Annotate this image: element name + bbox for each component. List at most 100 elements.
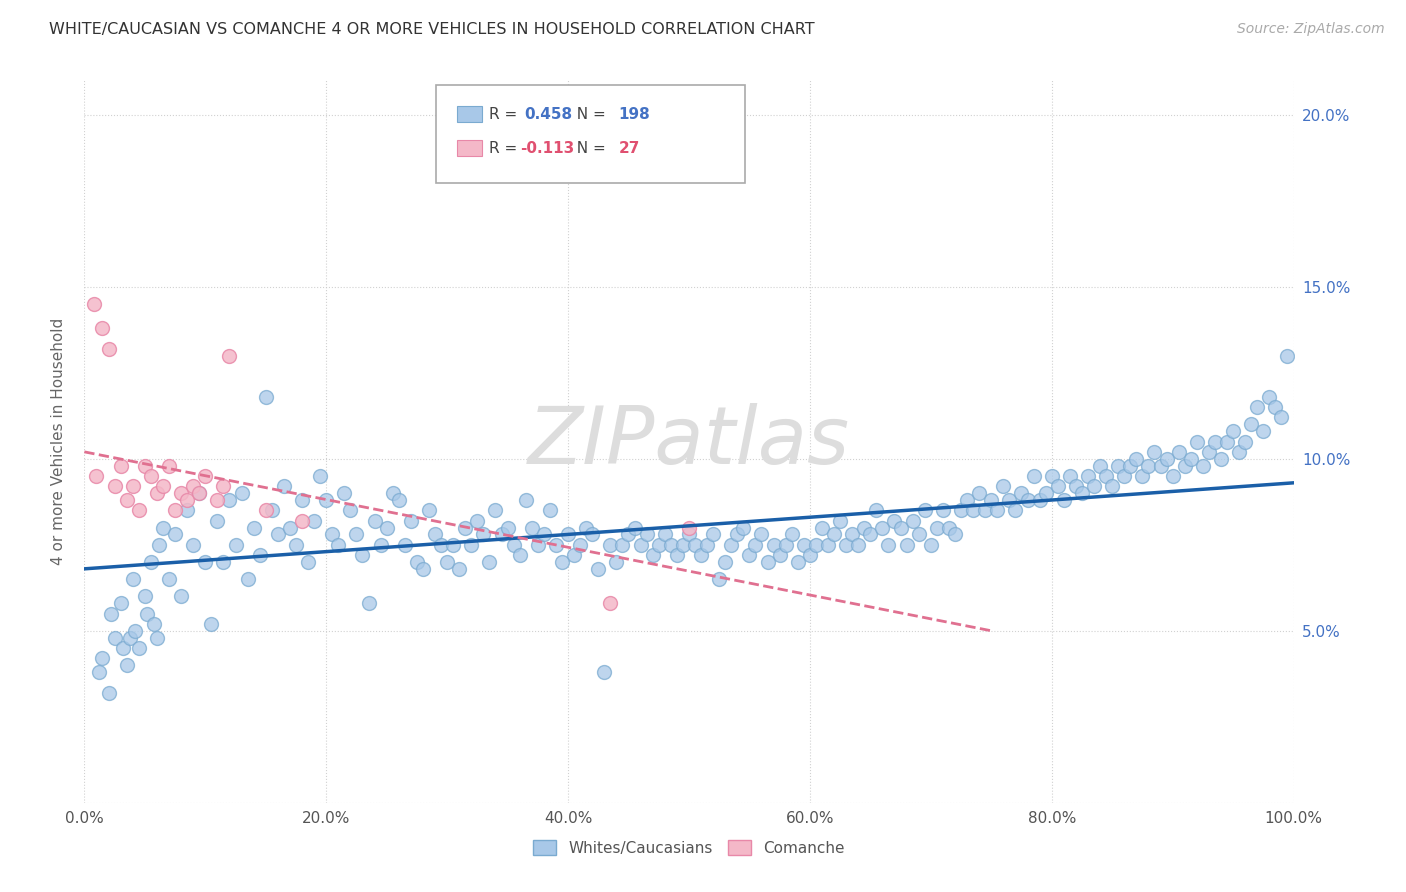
Point: [225, 538, 247, 552]
Point: [152, 520, 174, 534]
Point: [1022, 469, 1045, 483]
Point: [890, 520, 912, 534]
Point: [551, 555, 574, 569]
Point: [617, 527, 640, 541]
Point: [896, 538, 918, 552]
Point: [406, 555, 429, 569]
Point: [1227, 445, 1250, 459]
Point: [1156, 451, 1178, 466]
Point: [418, 503, 440, 517]
Point: [804, 538, 827, 552]
Point: [83, 297, 105, 311]
Point: [1040, 469, 1063, 483]
Point: [846, 538, 869, 552]
Point: [544, 538, 567, 552]
Point: [100, 607, 122, 621]
Point: [436, 555, 458, 569]
Point: [146, 486, 169, 500]
Point: [1125, 451, 1147, 466]
Point: [588, 562, 610, 576]
Point: [370, 538, 392, 552]
Point: [399, 514, 422, 528]
Point: [357, 596, 380, 610]
Point: [1216, 434, 1239, 449]
Point: [1088, 458, 1111, 473]
Point: [974, 503, 997, 517]
Point: [1185, 434, 1208, 449]
Point: [993, 479, 1015, 493]
Text: ZIPatlas: ZIPatlas: [527, 402, 851, 481]
Point: [1198, 445, 1220, 459]
Point: [696, 538, 718, 552]
Point: [181, 479, 204, 493]
Point: [352, 548, 374, 562]
Point: [515, 493, 537, 508]
Point: [1071, 486, 1094, 500]
Point: [1101, 479, 1123, 493]
Point: [636, 527, 658, 541]
Point: [467, 514, 489, 528]
Point: [786, 555, 808, 569]
Point: [242, 520, 264, 534]
Point: [1035, 486, 1057, 500]
Text: -0.113: -0.113: [520, 141, 575, 155]
Point: [124, 624, 146, 638]
Point: [665, 548, 688, 562]
Point: [339, 503, 361, 517]
Point: [733, 520, 755, 534]
Point: [1119, 458, 1142, 473]
Point: [134, 590, 156, 604]
Text: 27: 27: [619, 141, 640, 155]
Point: [478, 555, 501, 569]
Point: [441, 538, 464, 552]
Point: [599, 596, 621, 610]
Point: [1143, 445, 1166, 459]
Point: [375, 520, 398, 534]
Point: [454, 520, 477, 534]
Point: [1258, 390, 1281, 404]
Point: [1046, 479, 1069, 493]
Point: [835, 538, 858, 552]
Point: [260, 503, 283, 517]
Point: [139, 555, 162, 569]
Point: [956, 493, 979, 508]
Point: [1270, 410, 1292, 425]
Point: [841, 527, 863, 541]
Point: [254, 390, 277, 404]
Point: [157, 572, 180, 586]
Point: [533, 527, 555, 541]
Point: [720, 538, 742, 552]
Point: [363, 514, 385, 528]
Point: [86, 469, 108, 483]
Point: [581, 527, 603, 541]
Point: [170, 486, 193, 500]
Point: [449, 562, 471, 576]
Point: [738, 548, 761, 562]
Point: [883, 514, 905, 528]
Point: [630, 538, 652, 552]
Point: [394, 538, 416, 552]
Point: [212, 479, 235, 493]
Point: [1064, 479, 1087, 493]
Point: [112, 640, 135, 655]
Point: [1277, 349, 1299, 363]
Text: Source: ZipAtlas.com: Source: ZipAtlas.com: [1237, 22, 1385, 37]
Point: [859, 527, 882, 541]
Point: [1174, 458, 1197, 473]
Point: [502, 538, 524, 552]
Point: [986, 503, 1008, 517]
Point: [128, 640, 150, 655]
Point: [943, 527, 966, 541]
Point: [1011, 486, 1033, 500]
Point: [423, 527, 446, 541]
Point: [920, 538, 942, 552]
Point: [139, 469, 162, 483]
Point: [491, 527, 513, 541]
Point: [143, 616, 166, 631]
Point: [315, 493, 337, 508]
Point: [914, 503, 936, 517]
Point: [200, 616, 222, 631]
Point: [170, 590, 193, 604]
Point: [121, 479, 143, 493]
Point: [291, 514, 314, 528]
